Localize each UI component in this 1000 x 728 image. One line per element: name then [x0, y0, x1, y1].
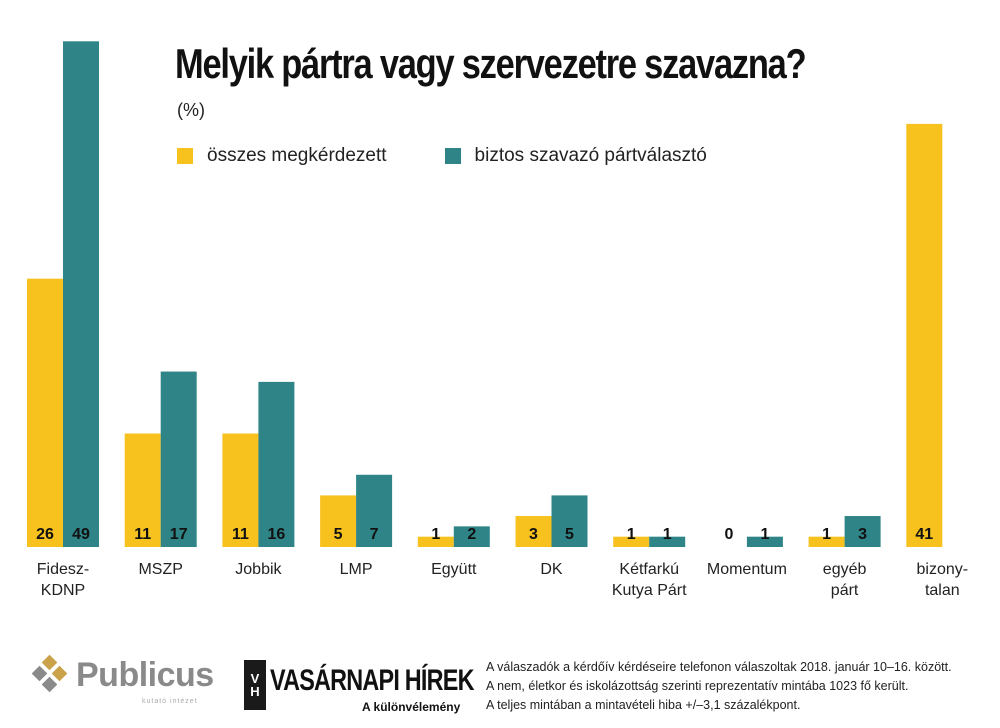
bar — [844, 516, 881, 547]
category-label: Fidesz- — [37, 561, 89, 578]
bar — [320, 495, 357, 547]
publicus-diamond-icon — [31, 655, 68, 693]
legend-item-sure-voters: biztos szavazó pártválasztó — [444, 145, 707, 167]
chart-title: Melyik pártra vagy szervezetre szavazna? — [175, 40, 807, 87]
chart-unit: (%) — [177, 100, 205, 120]
category-label: egyéb — [823, 561, 867, 578]
publicus-wordmark: Publicus — [76, 655, 214, 694]
bar — [417, 536, 454, 547]
bar — [27, 278, 63, 547]
bar — [124, 433, 161, 547]
bar — [160, 371, 197, 547]
vh-monogram: V H — [244, 660, 266, 710]
vh-wordmark: VASÁRNAPI HÍREK — [270, 664, 474, 697]
category-label: bizony- — [917, 561, 969, 578]
methodology-notes: A válaszadók a kérdőív kérdéseire telefo… — [486, 658, 952, 715]
publicus-logo: Publicus kutató intézet — [30, 655, 214, 705]
category-label: Momentum — [707, 561, 787, 578]
note-line: A teljes mintában a mintavételi hiba +/–… — [486, 698, 801, 712]
bar — [63, 41, 99, 547]
note-line: A nem, életkor és iskolázottság szerinti… — [486, 679, 909, 693]
bar-value-label: 3 — [858, 526, 867, 543]
category-label: Kétfarkú — [619, 561, 679, 578]
vh-tagline: A különvélemény — [362, 700, 461, 714]
bar-value-label: 3 — [529, 526, 538, 543]
bar — [453, 526, 490, 547]
bar-value-label: 2 — [467, 526, 476, 543]
legend-label-sure-voters: biztos szavazó pártválasztó — [474, 145, 707, 166]
bar — [258, 381, 295, 547]
bar-value-label: 1 — [663, 526, 672, 543]
bar-value-label: 7 — [370, 526, 379, 543]
bar — [649, 536, 686, 547]
bar-value-label: 26 — [36, 526, 54, 543]
bar-value-label: 1 — [822, 526, 831, 543]
bar-value-label: 11 — [134, 526, 151, 543]
category-label: DK — [540, 561, 563, 578]
bar — [222, 433, 259, 547]
publicus-subtitle: kutató intézet — [142, 698, 198, 705]
bar-value-label: 5 — [334, 526, 343, 543]
bar-value-label: 16 — [268, 526, 286, 543]
category-label: Jobbik — [235, 561, 282, 578]
bar — [808, 536, 845, 547]
category-label: MSZP — [138, 561, 182, 578]
legend-swatch-all-respondents — [177, 148, 193, 164]
bar-value-label: 1 — [627, 526, 636, 543]
bar — [613, 536, 650, 547]
category-label: LMP — [340, 561, 373, 578]
legend-swatch-sure-voters — [444, 148, 461, 164]
bar — [356, 474, 393, 547]
bar-value-label: 0 — [724, 526, 733, 543]
legend: összes megkérdezett biztos szavazó pártv… — [177, 145, 765, 167]
category-label: KDNP — [41, 582, 85, 599]
bar-value-label: 17 — [170, 526, 188, 543]
category-label: párt — [831, 582, 859, 599]
note-line: A válaszadók a kérdőív kérdéseire telefo… — [486, 660, 952, 674]
bar-value-label: 5 — [565, 526, 574, 543]
bar-value-label: 1 — [431, 526, 440, 543]
legend-label-all-respondents: összes megkérdezett — [207, 145, 387, 166]
bar-value-label: 11 — [232, 526, 249, 543]
bar-value-label: 49 — [72, 526, 90, 543]
category-label: Együtt — [431, 561, 477, 578]
bar — [906, 123, 943, 547]
legend-item-all-respondents: összes megkérdezett — [177, 145, 387, 167]
bar — [551, 495, 588, 547]
bar-value-label: 1 — [760, 526, 769, 543]
bar — [746, 536, 783, 547]
bar-value-label: 41 — [915, 526, 933, 543]
category-label: Kutya Párt — [612, 582, 687, 599]
bar — [515, 516, 552, 547]
category-label: talan — [925, 582, 960, 599]
